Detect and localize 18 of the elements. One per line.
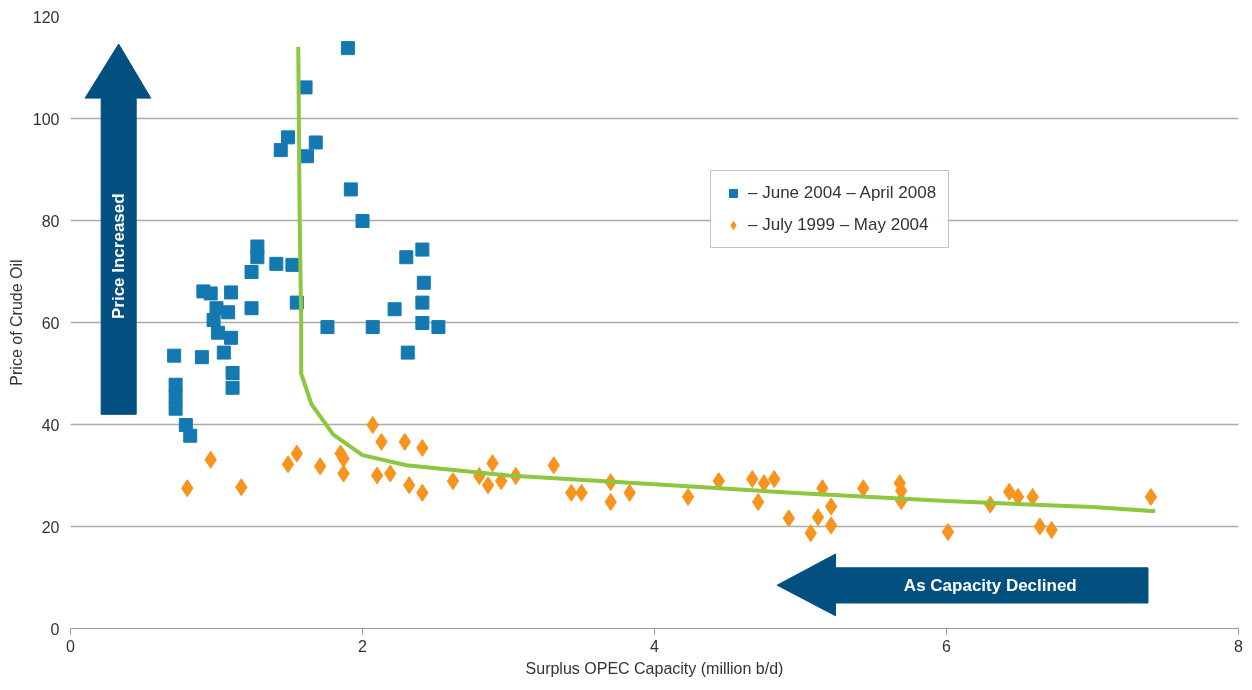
y-tick-label: 80 — [41, 212, 60, 230]
legend-label: – July 1999 – May 2004 — [748, 215, 929, 235]
annotation: As Capacity Declined — [903, 575, 1077, 595]
x-tick-label: 2 — [358, 637, 368, 655]
y-tick-label: 20 — [41, 518, 60, 536]
x-axis-title: Surplus OPEC Capacity (million b/d) — [525, 659, 784, 677]
x-tick-label: 0 — [66, 637, 76, 655]
y-axis-title: Price of Crude Oil — [7, 259, 25, 386]
x-tick-label: 6 — [942, 637, 952, 655]
annotation: Price Increased — [109, 193, 129, 320]
y-tick-label: 100 — [32, 110, 60, 128]
legend-label: – June 2004 – April 2008 — [748, 183, 937, 203]
y-tick-label: 60 — [41, 314, 60, 332]
x-tick-label: 8 — [1234, 637, 1244, 655]
y-tick-label: 0 — [50, 620, 60, 638]
y-tick-label: 120 — [32, 8, 60, 26]
y-tick-label: 40 — [41, 416, 60, 434]
x-tick-label: 4 — [650, 637, 660, 655]
